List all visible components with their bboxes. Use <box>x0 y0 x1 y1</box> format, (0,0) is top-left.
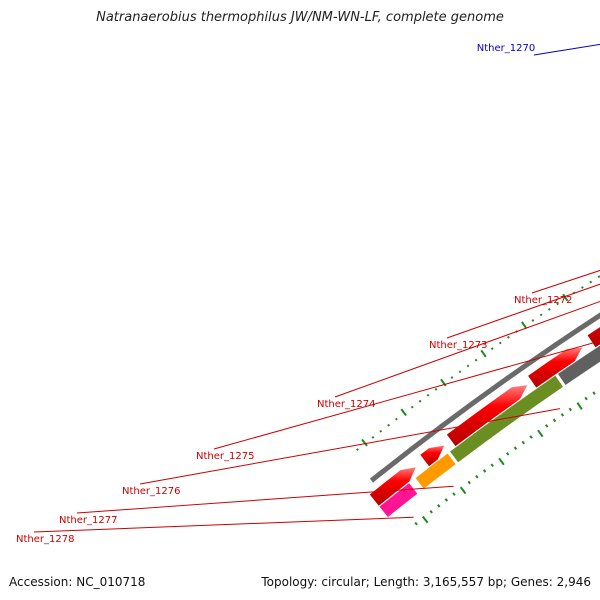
inner-tick-mark <box>444 498 449 502</box>
gene-leader-line <box>533 43 600 56</box>
tick-mark <box>480 349 487 358</box>
cog-bar-gray <box>557 344 600 386</box>
inner-tick-mark <box>459 486 467 495</box>
inner-tick-mark <box>560 413 565 417</box>
tick-mark <box>539 313 543 317</box>
tick-mark <box>434 387 438 391</box>
tick-mark <box>387 423 390 427</box>
inner-tick-mark <box>584 396 588 401</box>
genome-summary-text: Topology: circular; Length: 3,165,557 bp… <box>261 575 591 589</box>
tick-mark <box>361 438 368 447</box>
inner-tick-mark <box>498 457 505 466</box>
tick-mark <box>547 307 551 311</box>
gene-arrow <box>586 326 600 349</box>
tick-mark <box>589 280 593 284</box>
gene-arrow <box>368 466 417 507</box>
inner-tick-mark <box>506 452 510 456</box>
tick-mark <box>466 364 470 368</box>
cog-bars <box>378 344 600 518</box>
inner-tick-mark <box>482 469 487 473</box>
inner-tick-mark <box>490 463 494 468</box>
tick-mark <box>426 393 430 397</box>
genome-backbone <box>369 312 600 483</box>
inner-tick-mark <box>568 407 572 412</box>
accession-text: Accession: NC_010718 <box>9 575 146 589</box>
inner-tick-mark <box>421 515 429 524</box>
inner-tick-mark <box>475 474 479 479</box>
tick-mark <box>450 376 454 379</box>
tick-mark <box>395 417 398 421</box>
inner-tick-mark <box>467 480 471 485</box>
tick-mark <box>498 341 502 345</box>
tick-mark <box>458 370 462 374</box>
genome-title: Natranaerobius thermophilus JW/NM-WN-LF,… <box>96 10 504 25</box>
tick-mark <box>371 435 375 439</box>
tick-mark <box>355 448 359 452</box>
cog-bar-pink <box>378 482 419 518</box>
inner-tick-mark <box>592 391 596 395</box>
inner-tick-mark <box>414 521 418 526</box>
inner-tick-mark <box>429 509 433 514</box>
tick-mark <box>490 347 494 351</box>
gene-arrow <box>419 444 446 468</box>
gene-label: Nther_1276 <box>122 486 180 497</box>
tick-mark <box>580 286 584 289</box>
inner-tick-mark <box>529 435 533 439</box>
inner-tick-mark <box>576 402 583 410</box>
inner-tick-mark <box>552 418 557 423</box>
tick-mark <box>521 321 528 330</box>
gene-leader-line <box>139 408 561 485</box>
tick-mark <box>562 293 569 302</box>
inner-tick-mark <box>521 440 525 445</box>
tick-mark <box>400 408 407 417</box>
gene-labels: Nther_1270 Nther_1272 Nther_1273 Nther_1274… <box>16 43 600 545</box>
tick-mark <box>507 335 510 339</box>
gene-leader-line <box>76 485 454 514</box>
gene-leader-line <box>334 300 600 398</box>
inner-tick-mark <box>437 504 441 508</box>
tick-mark <box>597 275 600 279</box>
backbone-arc <box>369 312 600 483</box>
tick-mark <box>531 319 535 322</box>
gene-leader-line <box>33 516 414 533</box>
gene-leader-line <box>446 283 600 339</box>
tick-mark <box>379 429 383 433</box>
cog-bar-olive <box>449 374 564 464</box>
gene-label: Nther_1275 <box>196 451 254 462</box>
gene-label: Nther_1270 <box>477 43 535 54</box>
inner-tick-mark <box>513 446 518 451</box>
tick-mark <box>418 399 422 403</box>
gene-label: Nther_1278 <box>16 534 74 545</box>
gene-arrow <box>527 346 584 389</box>
gene-leader-line <box>213 340 600 450</box>
gene-label: Nther_1274 <box>317 399 375 410</box>
gene-label: Nther_1273 <box>429 340 487 351</box>
inner-tick-mark <box>544 424 549 428</box>
tick-mark <box>410 405 414 409</box>
gene-label: Nther_1272 <box>514 295 572 306</box>
inner-tick-mark <box>537 429 544 438</box>
gene-arrows <box>368 326 600 507</box>
tick-mark <box>556 302 559 306</box>
tick-mark <box>474 358 478 362</box>
gene-label: Nther_1277 <box>59 515 117 526</box>
gene-arrow <box>446 384 529 447</box>
inner-tick-mark <box>452 492 456 496</box>
gene-leader-line <box>531 269 600 294</box>
cog-bar-orange <box>414 452 457 490</box>
